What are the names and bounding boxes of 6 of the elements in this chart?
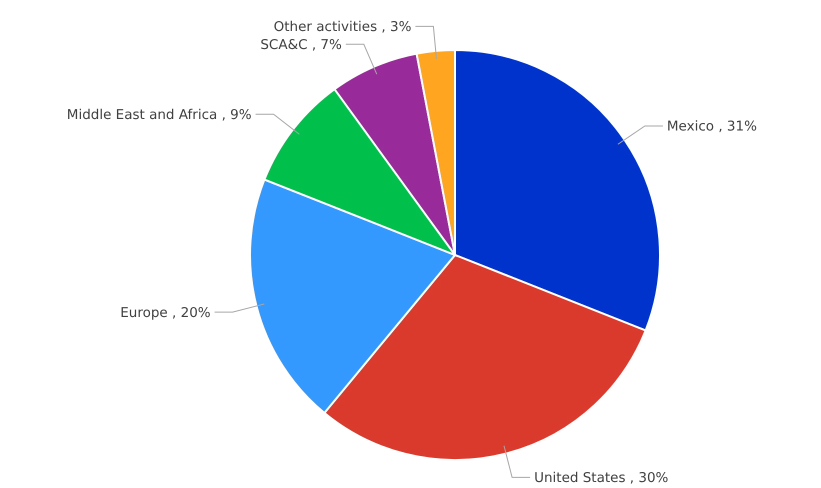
slice-label: Europe , 20% [120,304,211,321]
slice-label: Middle East and Africa , 9% [66,107,252,123]
slice-label: United States , 30% [534,470,669,486]
slice-label: Other activities , 3% [274,19,412,36]
slice-label: SCA&C , 7% [260,37,342,54]
slice-label: Mexico , 31% [666,118,758,135]
